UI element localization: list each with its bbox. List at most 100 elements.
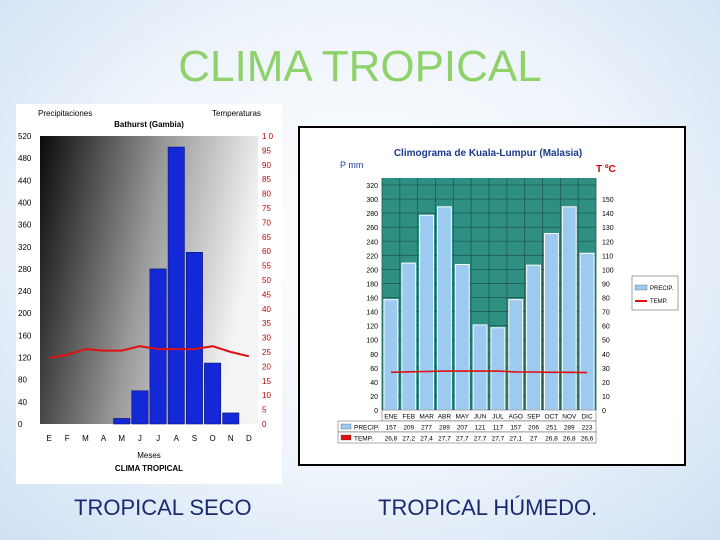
table-cell: 121 bbox=[475, 425, 486, 432]
left-tick-label: 80 bbox=[18, 376, 27, 385]
left-tick-label: 320 bbox=[18, 243, 32, 252]
month-label: N bbox=[228, 434, 234, 443]
table-row bbox=[337, 431, 597, 444]
temperature-line bbox=[390, 370, 588, 374]
month-label: SEP bbox=[527, 414, 540, 421]
right-axis-title: Temperaturas bbox=[212, 109, 261, 118]
table-swatch bbox=[340, 423, 352, 430]
right-tick-label: 100 bbox=[602, 267, 614, 274]
left-tick-label: 100 bbox=[366, 338, 378, 345]
right-tick-label: 70 bbox=[262, 218, 271, 227]
left-tick-label: 520 bbox=[18, 132, 32, 141]
precip-bar bbox=[543, 233, 559, 411]
right-tick-label: 60 bbox=[262, 247, 271, 256]
bathurst-climograph: Precipitaciones Temperaturas Bathurst (Gam… bbox=[16, 104, 282, 484]
kuala-lumpur-climograph: Climograma de Kuala-Lumpur (Malasia) P mm… bbox=[298, 126, 686, 466]
table-cell: 27,1 bbox=[509, 436, 522, 443]
right-tick-label: 15 bbox=[262, 377, 271, 386]
month-label: OCT bbox=[545, 414, 559, 421]
right-tick-label: 80 bbox=[262, 190, 271, 199]
legend-box bbox=[631, 275, 679, 311]
right-tick-label: 80 bbox=[602, 296, 610, 303]
table-cell: 27,2 bbox=[402, 436, 415, 443]
right-tick-label: 50 bbox=[602, 338, 610, 345]
chart-title: Bathurst (Gambia) bbox=[114, 120, 184, 129]
left-tick-label: 300 bbox=[366, 197, 378, 204]
right-tick-label: 120 bbox=[602, 239, 614, 246]
right-tick-label: 5 bbox=[262, 406, 267, 415]
caption-tropical-humedo: TROPICAL HÚMEDO. bbox=[378, 495, 598, 520]
month-label: NOV bbox=[562, 414, 577, 421]
legend-label-temp: TEMP. bbox=[650, 299, 668, 305]
left-tick-label: 20 bbox=[370, 394, 378, 401]
left-tick-label: 480 bbox=[18, 154, 32, 163]
month-label: JUL bbox=[492, 414, 504, 421]
legend-swatch-precip bbox=[634, 284, 648, 291]
left-tick-label: 260 bbox=[366, 225, 378, 232]
caption-tropical-seco: TROPICAL SECO bbox=[74, 495, 252, 520]
right-tick-label: 60 bbox=[602, 324, 610, 331]
month-label: M bbox=[118, 434, 125, 443]
right-tick-label: 40 bbox=[262, 305, 271, 314]
month-label: O bbox=[209, 434, 215, 443]
precip-bar bbox=[508, 299, 524, 411]
precip-bar bbox=[113, 418, 131, 425]
table-cell: 207 bbox=[457, 425, 468, 432]
precip-bar bbox=[579, 252, 595, 411]
precip-bar bbox=[204, 362, 222, 425]
right-tick-label: 30 bbox=[262, 334, 271, 343]
left-tick-label: 400 bbox=[18, 198, 32, 207]
table-cell: 289 bbox=[564, 425, 575, 432]
month-label: D bbox=[246, 434, 252, 443]
table-cell: 27,7 bbox=[492, 436, 505, 443]
left-axis-title: P mm bbox=[340, 160, 363, 170]
table-cell: 27,7 bbox=[438, 436, 451, 443]
precip-bar bbox=[222, 412, 240, 425]
month-label: E bbox=[46, 434, 51, 443]
precip-bar bbox=[149, 268, 167, 425]
month-label: F bbox=[65, 434, 70, 443]
left-tick-label: 0 bbox=[374, 408, 378, 415]
left-tick-label: 440 bbox=[18, 176, 32, 185]
right-tick-label: 110 bbox=[602, 253, 613, 260]
table-cell: 223 bbox=[582, 425, 593, 432]
precip-bar bbox=[526, 264, 542, 411]
month-label: MAR bbox=[419, 414, 434, 421]
month-label: DIC bbox=[581, 414, 593, 421]
precip-bar bbox=[131, 390, 149, 425]
right-axis-title: T ºC bbox=[596, 164, 616, 175]
left-tick-label: 160 bbox=[366, 296, 378, 303]
table-cell: 251 bbox=[546, 425, 557, 432]
left-tick-label: 40 bbox=[18, 398, 27, 407]
right-tick-label: 10 bbox=[262, 391, 271, 400]
table-row-label: PRECIP. bbox=[354, 425, 379, 432]
table-cell: 206 bbox=[528, 425, 539, 432]
precip-bar bbox=[436, 206, 452, 411]
precip-bar bbox=[419, 214, 435, 411]
month-label: FEB bbox=[402, 414, 415, 421]
left-tick-label: 280 bbox=[18, 265, 32, 274]
plot-area bbox=[40, 136, 258, 424]
month-label: ABR bbox=[438, 414, 452, 421]
month-label: S bbox=[192, 434, 197, 443]
precip-bar bbox=[401, 262, 417, 411]
right-tick-label: 85 bbox=[262, 175, 271, 184]
precip-bar bbox=[472, 324, 488, 411]
month-label: MAY bbox=[455, 414, 469, 421]
right-tick-label: 35 bbox=[262, 319, 271, 328]
month-label: A bbox=[174, 434, 180, 443]
left-tick-label: 280 bbox=[366, 211, 378, 218]
slide-title: CLIMA TROPICAL bbox=[178, 42, 542, 91]
left-tick-label: 60 bbox=[370, 366, 378, 373]
right-tick-label: 140 bbox=[602, 211, 614, 218]
right-tick-label: 50 bbox=[262, 276, 271, 285]
left-tick-label: 40 bbox=[370, 380, 378, 387]
left-tick-label: 160 bbox=[18, 331, 32, 340]
x-axis-title: Meses bbox=[137, 451, 161, 460]
temperature-line bbox=[48, 345, 250, 359]
right-tick-label: 0 bbox=[262, 420, 267, 429]
chart-title: Climograma de Kuala-Lumpur (Malasia) bbox=[394, 148, 582, 159]
precip-bar bbox=[490, 327, 506, 411]
month-label: J bbox=[138, 434, 142, 443]
right-tick-label: 10 bbox=[602, 394, 610, 401]
